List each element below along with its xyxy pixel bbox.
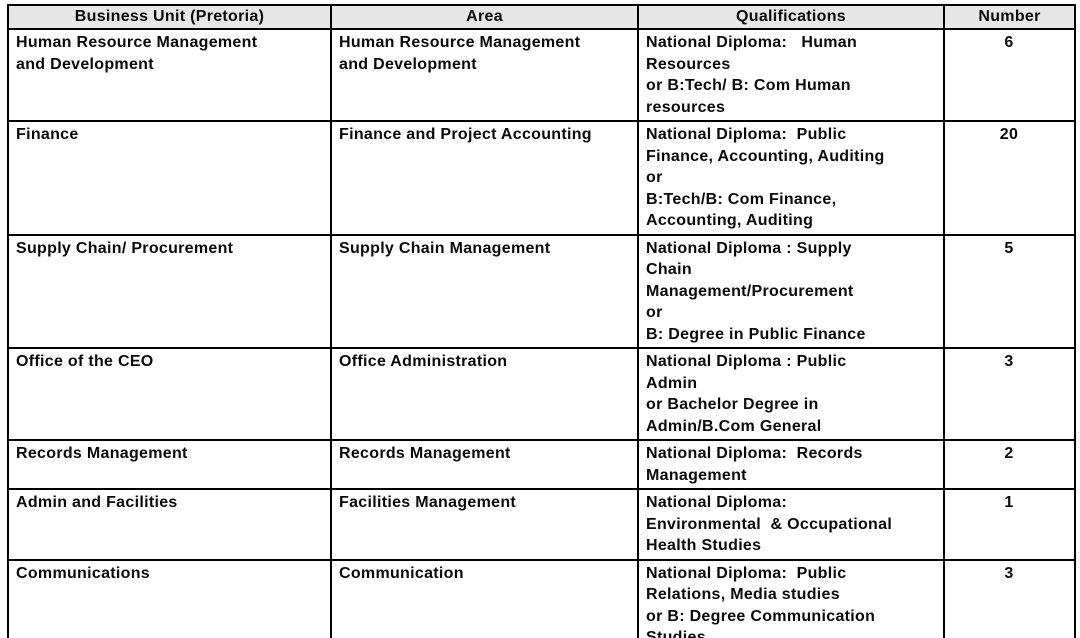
cell-number: 20 (943, 120, 1076, 236)
cell-qualifications: National Diploma : Public Admin or Bache… (637, 347, 945, 441)
col-header-qualifications: Qualifications (637, 4, 945, 30)
cell-number: 1 (943, 488, 1076, 561)
table-row: Admin and Facilities Facilities Manageme… (7, 488, 1076, 561)
vacancies-table: Business Unit (Pretoria) Area Qualificat… (7, 4, 1076, 638)
cell-qualifications: National Diploma: Public Relations, Medi… (637, 558, 945, 638)
table-row: Finance Finance and Project Accounting N… (7, 120, 1076, 236)
cell-area: Human Resource Management and Developmen… (330, 28, 639, 122)
cell-business-unit: Finance (7, 120, 332, 236)
cell-qualifications: National Diploma : Supply Chain Manageme… (637, 233, 945, 349)
table-row: Human Resource Management and Developmen… (7, 28, 1076, 122)
col-header-business-unit: Business Unit (Pretoria) (7, 4, 332, 30)
cell-business-unit: Human Resource Management and Developmen… (7, 28, 332, 122)
cell-qualifications: National Diploma: Public Finance, Accoun… (637, 120, 945, 236)
cell-qualifications: National Diploma: Records Management (637, 439, 945, 490)
cell-area: Facilities Management (330, 488, 639, 561)
cell-business-unit: Supply Chain/ Procurement (7, 233, 332, 349)
cell-business-unit: Records Management (7, 439, 332, 490)
cell-business-unit: Communications (7, 558, 332, 638)
cell-area: Records Management (330, 439, 639, 490)
cell-business-unit: Office of the CEO (7, 347, 332, 441)
cell-number: 5 (943, 233, 1076, 349)
cell-area: Office Administration (330, 347, 639, 441)
table-row: Communications Communication National Di… (7, 558, 1076, 638)
cell-number: 3 (943, 347, 1076, 441)
cell-number: 2 (943, 439, 1076, 490)
cell-business-unit: Admin and Facilities (7, 488, 332, 561)
col-header-number: Number (943, 4, 1076, 30)
table-row: Office of the CEO Office Administration … (7, 347, 1076, 441)
cell-area: Finance and Project Accounting (330, 120, 639, 236)
table-header-row: Business Unit (Pretoria) Area Qualificat… (7, 4, 1076, 30)
table-row: Supply Chain/ Procurement Supply Chain M… (7, 233, 1076, 349)
col-header-area: Area (330, 4, 639, 30)
table-row: Records Management Records Management Na… (7, 439, 1076, 490)
cell-area: Communication (330, 558, 639, 638)
cell-qualifications: National Diploma: Human Resources or B:T… (637, 28, 945, 122)
cell-area: Supply Chain Management (330, 233, 639, 349)
cell-qualifications: National Diploma: Environmental & Occupa… (637, 488, 945, 561)
cell-number: 6 (943, 28, 1076, 122)
cell-number: 3 (943, 558, 1076, 638)
